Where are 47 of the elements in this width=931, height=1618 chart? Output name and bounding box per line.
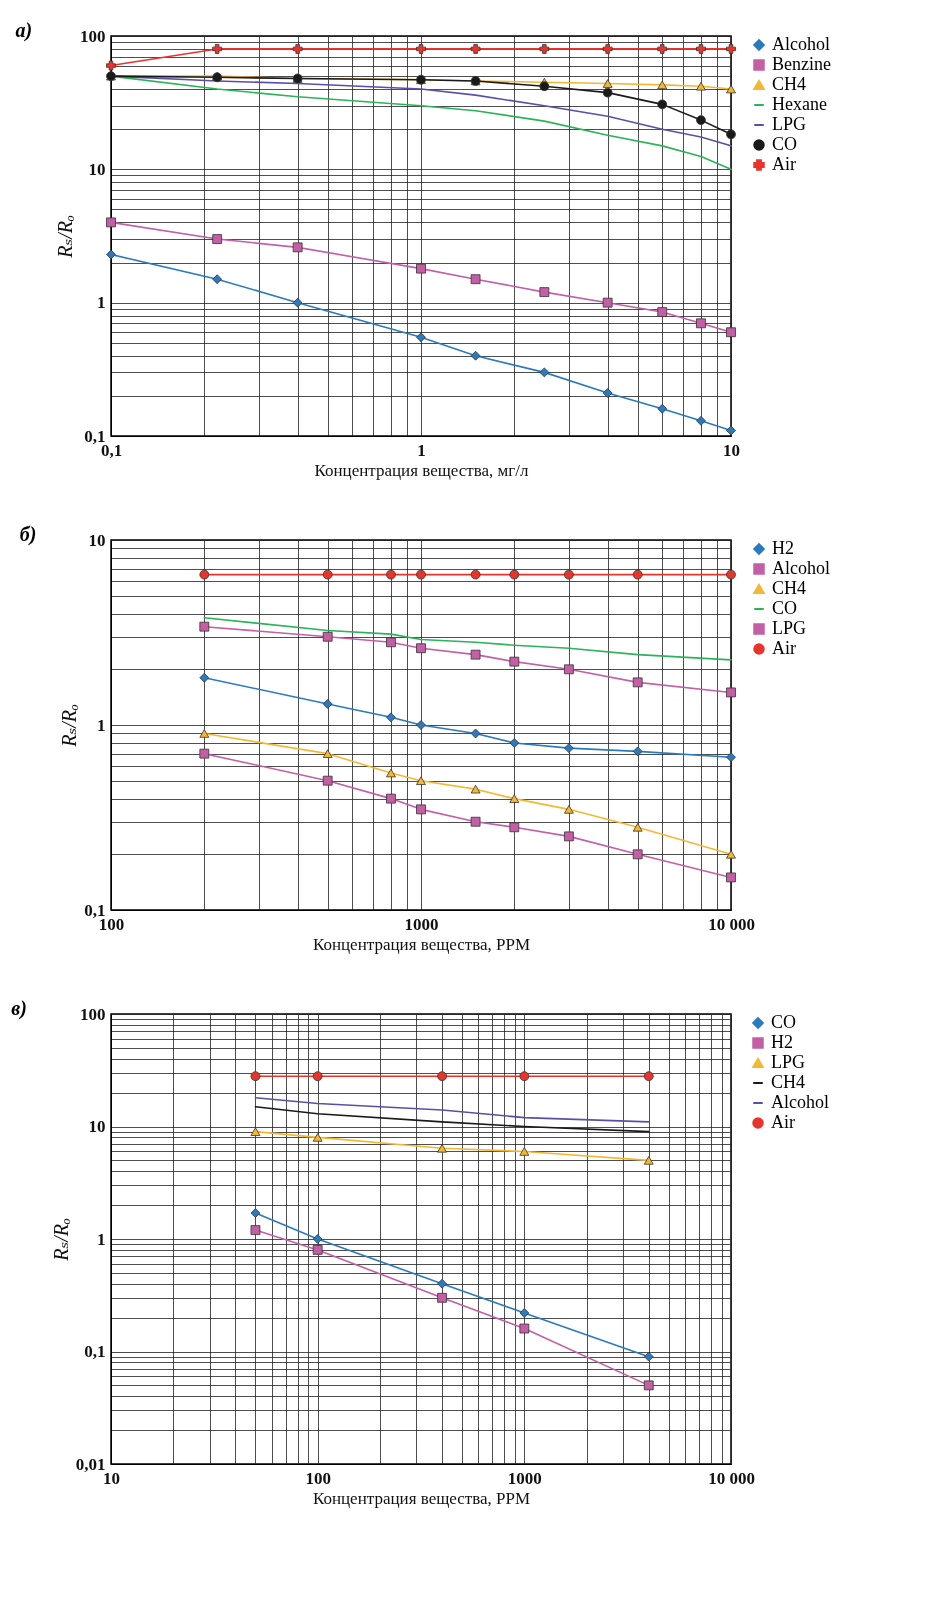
legend-label: Alcohol <box>772 34 830 54</box>
legend-label: H2 <box>771 1032 793 1052</box>
legend-label: Benzine <box>772 54 831 74</box>
x-tick-label: 100 <box>305 1468 331 1488</box>
y-tick-label: 10 <box>88 159 106 179</box>
y-tick-label: 0,1 <box>84 900 106 920</box>
x-tick-label: 1000 <box>404 914 439 934</box>
x-tick-label: 10 000 <box>708 1468 755 1488</box>
x-tick-label: 1 <box>417 440 426 460</box>
legend-label: Air <box>772 638 796 658</box>
legend-label: CO <box>772 134 798 154</box>
x-axis-title: Концентрация вещества, PPM <box>312 1488 531 1508</box>
text: б) <box>19 523 37 546</box>
y-axis-title: Rₛ/Rₒ <box>49 1218 72 1262</box>
y-tick-label: 1 <box>97 1229 106 1249</box>
legend-label: CH4 <box>772 74 807 94</box>
x-axis-title: Концентрация вещества, мг/л <box>314 460 530 480</box>
legend-label: LPG <box>771 1052 806 1072</box>
legend-label: Alcohol <box>772 558 830 578</box>
y-tick-label: 1 <box>97 293 106 313</box>
y-tick-label: 0,1 <box>84 426 106 446</box>
y-axis-title: Rₛ/Rₒ <box>54 215 76 259</box>
x-tick-label: 10 000 <box>708 914 755 934</box>
y-tick-label: 0,1 <box>84 1342 106 1361</box>
legend-label: CO <box>771 1012 797 1032</box>
legend-label: Hexane <box>772 94 827 114</box>
legend-label: LPG <box>772 618 807 638</box>
y-tick-label: 10 <box>88 1117 106 1136</box>
legend-label: LPG <box>772 114 807 134</box>
y-tick-label: 100 <box>80 1004 106 1024</box>
legend-label: CO <box>772 598 798 618</box>
y-tick-label: 1 <box>97 715 106 735</box>
x-tick-label: 1000 <box>507 1468 542 1488</box>
y-tick-label: 100 <box>80 26 106 46</box>
x-tick-label: 10 <box>723 440 740 460</box>
y-axis-title: Rₛ/Rₒ <box>58 704 81 748</box>
legend-label: CH4 <box>771 1072 806 1092</box>
y-tick-label: 0,01 <box>75 1454 106 1474</box>
text: а) <box>15 19 33 42</box>
legend-label: Air <box>772 154 796 174</box>
text: в) <box>11 997 27 1020</box>
legend-label: Alcohol <box>771 1092 829 1112</box>
legend-label: Air <box>771 1112 795 1132</box>
legend-label: H2 <box>772 538 794 558</box>
y-tick-label: 10 <box>88 530 106 550</box>
legend-label: CH4 <box>772 578 807 598</box>
x-axis-title: Концентрация вещества, PPM <box>312 934 531 954</box>
